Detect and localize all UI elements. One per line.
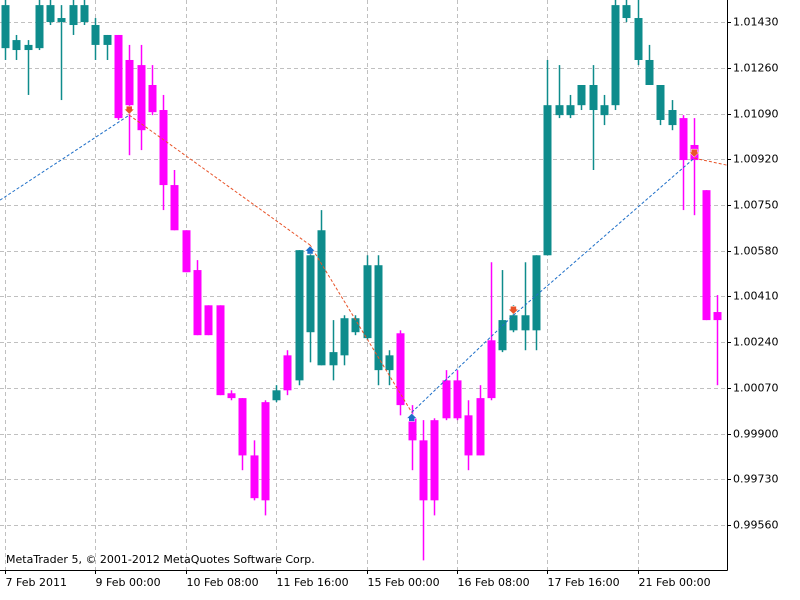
zigzag-segment xyxy=(694,157,728,166)
candle-body xyxy=(385,355,394,371)
candle-body xyxy=(419,440,428,501)
candle-body xyxy=(374,265,383,371)
candle-body xyxy=(24,44,33,51)
candle-body xyxy=(1,5,10,49)
candle-body xyxy=(498,320,507,351)
candle-body xyxy=(363,265,372,339)
x-tick-label: 16 Feb 08:00 xyxy=(458,576,530,589)
candle-body xyxy=(396,333,405,406)
candle-body xyxy=(464,415,473,456)
candle-body xyxy=(193,270,202,336)
candle-body xyxy=(283,355,292,391)
x-tick-label: 9 Feb 00:00 xyxy=(96,576,161,589)
candle-body xyxy=(679,118,688,161)
candle-body xyxy=(137,65,146,131)
candle-body xyxy=(204,305,213,336)
x-tick-label: 21 Feb 00:00 xyxy=(639,576,711,589)
sell-arrow xyxy=(688,148,700,158)
candle-body xyxy=(125,59,134,106)
candle-body xyxy=(600,105,609,116)
candle-body xyxy=(589,85,598,111)
y-tick-label: 1.01090 xyxy=(733,108,779,121)
candle-body xyxy=(272,390,281,401)
zigzag-segment xyxy=(0,114,130,201)
y-tick-label: 0.99730 xyxy=(733,473,779,486)
candle-body xyxy=(351,318,360,333)
y-tick-label: 1.00920 xyxy=(733,153,779,166)
candle-body xyxy=(170,185,179,231)
candle-body xyxy=(12,40,21,51)
candle-body xyxy=(103,34,112,45)
candle-body xyxy=(566,105,575,116)
candle-body xyxy=(702,190,711,321)
y-tick-label: 0.99560 xyxy=(733,519,779,532)
y-tick-label: 1.01260 xyxy=(733,62,779,75)
x-tick-label: 11 Feb 16:00 xyxy=(277,576,349,589)
candle-body xyxy=(487,340,496,399)
candle-body xyxy=(340,318,349,356)
candle-body xyxy=(509,315,518,331)
x-tick-label: 10 Feb 08:00 xyxy=(187,576,259,589)
y-tick-label: 1.00580 xyxy=(733,245,779,258)
y-tick-label: 1.00070 xyxy=(733,382,779,395)
candle-body xyxy=(521,315,530,331)
buy-arrow xyxy=(406,413,418,422)
candle-body xyxy=(216,305,225,396)
candle-body xyxy=(57,18,66,23)
candle-body xyxy=(408,418,417,441)
buy-arrow xyxy=(304,245,316,255)
candle-body xyxy=(148,85,157,113)
y-tick-label: 1.01430 xyxy=(733,16,779,29)
candle-body xyxy=(532,255,541,331)
y-tick-label: 1.00410 xyxy=(733,290,779,303)
candle-body xyxy=(555,105,564,116)
sell-arrow xyxy=(507,306,520,315)
candle-body xyxy=(645,59,654,86)
candle-body xyxy=(69,5,78,26)
candle-body xyxy=(622,5,631,19)
candle-body xyxy=(35,5,44,49)
candle-body xyxy=(261,402,270,501)
candle-body xyxy=(114,34,123,119)
zigzag-segment xyxy=(309,244,413,413)
candle-body xyxy=(543,105,552,256)
candle-body xyxy=(46,5,55,23)
candle-body xyxy=(442,380,451,419)
candle-body xyxy=(713,312,722,321)
candle-body xyxy=(227,393,236,399)
candle-body xyxy=(295,250,304,381)
watermark: MetaTrader 5, © 2001-2012 MetaQuotes Sof… xyxy=(6,553,315,566)
x-tick-label: 15 Feb 00:00 xyxy=(368,576,440,589)
y-tick-label: 1.00750 xyxy=(733,199,779,212)
candle-body xyxy=(656,85,665,120)
candle-body xyxy=(80,5,89,23)
candle-body xyxy=(453,380,462,419)
candle-body xyxy=(668,110,677,126)
x-tick-label: 17 Feb 16:00 xyxy=(548,576,620,589)
candle-body xyxy=(182,230,191,273)
candle-body xyxy=(577,85,586,106)
candle-body xyxy=(91,25,100,45)
zigzag-segment xyxy=(411,314,514,413)
candle-body xyxy=(634,18,643,60)
y-tick-label: 0.99900 xyxy=(733,428,779,441)
sell-arrow xyxy=(123,105,135,115)
candle-body xyxy=(250,455,259,499)
candle-body xyxy=(430,420,439,501)
candle-body xyxy=(306,255,315,333)
candle-body xyxy=(329,352,338,366)
candle-body xyxy=(317,230,326,366)
candle-body xyxy=(159,110,168,186)
x-tick-label: 7 Feb 2011 xyxy=(6,576,67,589)
zigzag-segment xyxy=(128,114,311,246)
candle-body xyxy=(611,5,620,106)
candle-body xyxy=(238,398,247,456)
y-tick-label: 1.00240 xyxy=(733,336,779,349)
candle-body xyxy=(476,398,485,456)
